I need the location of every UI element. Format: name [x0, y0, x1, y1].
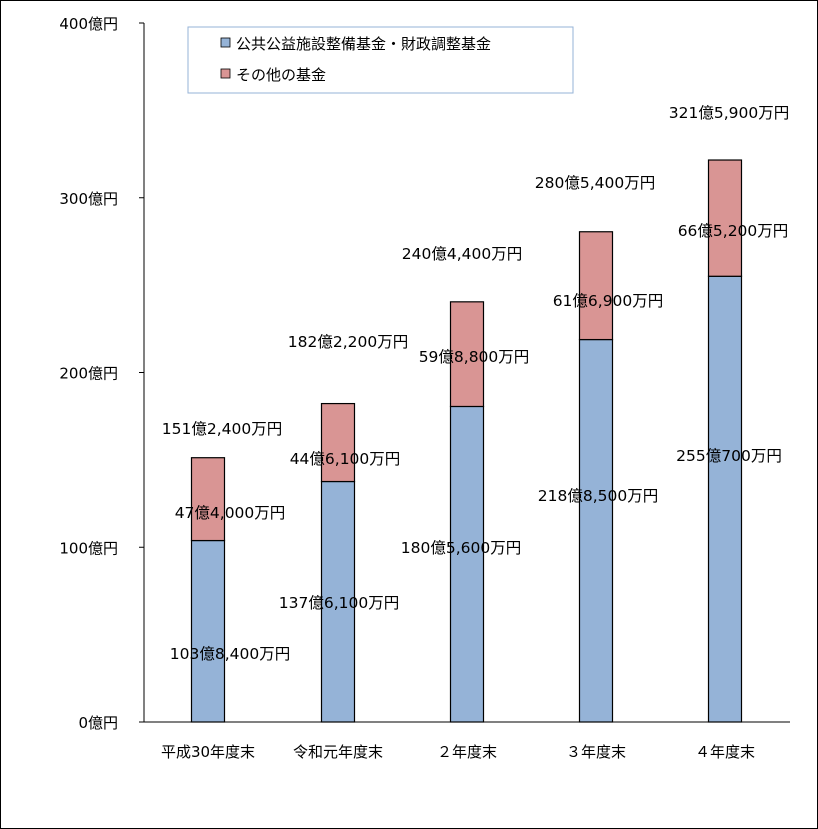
data-labels: 103億8,400万円 47億4,000万円 151億2,400万円 137億6,10…	[162, 104, 789, 663]
segment-value-label: 61億6,900万円	[553, 292, 664, 310]
x-category-label: ２年度末	[437, 743, 497, 761]
bar-segment-public-facilities	[578, 338, 614, 723]
bar-segment-public-facilities	[190, 539, 226, 723]
bar-segment-other-funds	[449, 301, 485, 408]
bar-segment-other-funds	[707, 159, 743, 277]
y-tick-label: 200億円	[59, 365, 118, 383]
segment-value-label: 180億5,600万円	[401, 539, 521, 557]
total-value-label: 182億2,200万円	[288, 333, 408, 351]
legend: 公共公益施設整備基金・財政調整基金 その他の基金	[187, 26, 574, 94]
bar-segment-public-facilities	[320, 480, 356, 723]
legend-swatch-public-facilities	[220, 37, 231, 48]
total-value-label: 240億4,400万円	[402, 245, 522, 263]
x-category-label: ４年度末	[695, 743, 755, 761]
segment-value-label: 59億8,800万円	[419, 348, 530, 366]
bar-segment-other-funds	[578, 231, 614, 341]
x-category-label: ３年度末	[566, 743, 626, 761]
y-tick-label: 300億円	[59, 190, 118, 208]
segment-value-label: 103億8,400万円	[170, 645, 290, 663]
legend-label-public-facilities: 公共公益施設整備基金・財政調整基金	[236, 35, 491, 53]
legend-swatch-other-funds	[220, 68, 231, 79]
segment-value-label: 47億4,000万円	[175, 504, 286, 522]
segment-value-label: 44億6,100万円	[290, 450, 401, 468]
total-value-label: 321億5,900万円	[669, 104, 789, 122]
total-value-label: 280億5,400万円	[535, 174, 655, 192]
bar-segment-other-funds	[320, 402, 356, 483]
segment-value-label: 218億8,500万円	[538, 487, 658, 505]
segment-value-label: 137億6,100万円	[279, 594, 399, 612]
bar-segment-other-funds	[190, 457, 226, 542]
y-tick-label: 400億円	[59, 15, 118, 33]
y-tick-label: 0億円	[78, 714, 118, 732]
total-value-label: 151億2,400万円	[162, 420, 282, 438]
bar-segment-public-facilities	[707, 275, 743, 723]
legend-label-other-funds: その他の基金	[236, 66, 326, 84]
y-tick-label: 100億円	[59, 539, 118, 557]
bar-segment-public-facilities	[449, 405, 485, 723]
segment-value-label: 255億700万円	[676, 447, 782, 465]
x-category-label: 平成30年度末	[161, 743, 255, 761]
segment-value-label: 66億5,200万円	[678, 222, 789, 240]
x-category-label: 令和元年度末	[293, 743, 383, 761]
bars	[190, 159, 743, 723]
legend-box	[187, 26, 574, 94]
